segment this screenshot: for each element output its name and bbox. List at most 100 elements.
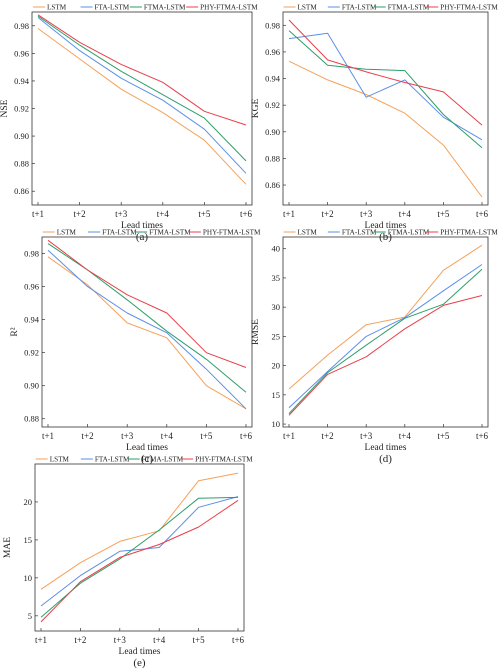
chart-panel-0: LSTM FTA-LSTM FTMA-LSTM PHY-FTMA-LSTM 0.86 0.… <box>0 4 258 244</box>
x-tick-label: t+5 <box>200 431 213 441</box>
x-tick-label: t+1 <box>42 431 54 441</box>
series-line-phy-ftma-lstm <box>47 239 247 368</box>
y-tick-label: 35 <box>272 273 281 283</box>
x-tick-label: t+3 <box>114 635 127 645</box>
x-axis-label: Lead times <box>126 443 168 453</box>
series-line-ftma-lstm <box>47 243 247 393</box>
legend-label: LSTM <box>298 4 318 12</box>
y-tick-label: 0.90 <box>24 381 39 391</box>
series-line-phy-ftma-lstm <box>40 499 239 623</box>
legend-label: LSTM <box>298 229 318 237</box>
x-tick-label: t+1 <box>32 209 44 219</box>
y-axis-label: KGE <box>251 99 261 119</box>
y-tick-label: 0.98 <box>14 21 29 31</box>
legend-label: LSTM <box>57 229 77 237</box>
x-tick-label: t+2 <box>74 635 86 645</box>
x-tick-label: t+2 <box>82 431 94 441</box>
y-tick-label: 0.94 <box>265 74 281 84</box>
x-tick-label: t+1 <box>35 635 47 645</box>
x-tick-label: t+2 <box>322 209 334 219</box>
x-tick-label: t+4 <box>161 431 174 441</box>
x-tick-label: t+5 <box>437 431 450 441</box>
y-tick-label: 40 <box>272 244 281 254</box>
series-line-lstm <box>47 256 247 410</box>
x-tick-label: t+6 <box>232 635 245 645</box>
x-tick-label: t+6 <box>476 209 489 219</box>
legend-label: PHY-FTMA-LSTM <box>440 229 498 237</box>
y-tick-label: 0.88 <box>265 153 280 163</box>
legend-label: FTMA-LSTM <box>149 229 191 237</box>
y-tick-label: 20 <box>24 497 33 507</box>
plot-frame <box>282 11 489 206</box>
x-tick-label: t+6 <box>240 431 253 441</box>
x-tick-label: t+2 <box>74 209 86 219</box>
panel-label: (e) <box>133 657 146 669</box>
y-axis-label: RMSE <box>251 319 261 345</box>
x-tick-label: t+4 <box>153 635 166 645</box>
y-tick-label: 0.92 <box>14 104 29 114</box>
legend-label: LSTM <box>50 456 70 464</box>
chart-panel-3: LSTM FTA-LSTM FTMA-LSTM PHY-FTMA-LSTM 10 15 20… <box>251 229 498 466</box>
series-line-fta-lstm <box>288 32 483 141</box>
x-tick-label: t+3 <box>115 209 128 219</box>
series-line-lstm <box>288 244 483 390</box>
legend-label: PHY-FTMA-LSTM <box>195 456 253 464</box>
x-tick-label: t+4 <box>157 209 170 219</box>
legend-label: FTA-LSTM <box>95 4 130 12</box>
legend-label: PHY-FTMA-LSTM <box>440 4 498 12</box>
legend-label: FTMA-LSTM <box>388 4 430 12</box>
y-tick-label: 25 <box>272 331 281 341</box>
y-tick-label: 10 <box>272 419 281 429</box>
legend-label: LSTM <box>47 4 67 12</box>
series-line-lstm <box>40 472 239 590</box>
plot-frame <box>34 463 245 632</box>
y-tick-label: 0.96 <box>265 47 280 57</box>
x-tick-label: t+4 <box>399 209 412 219</box>
legend-label: PHY-FTMA-LSTM <box>200 4 258 12</box>
series-line-fta-lstm <box>47 249 247 410</box>
series-line-ftma-lstm <box>40 496 239 618</box>
x-tick-label: t+3 <box>360 431 373 441</box>
y-axis-label: NSE <box>0 99 10 117</box>
series-line-lstm <box>37 28 247 185</box>
y-tick-label: 0.94 <box>14 76 30 86</box>
x-tick-label: t+4 <box>399 431 412 441</box>
panel-label: (d) <box>379 453 392 465</box>
series-line-lstm <box>288 60 483 198</box>
x-axis-label: Lead times <box>365 443 407 453</box>
series-line-ftma-lstm <box>37 15 247 162</box>
legend-label: PHY-FTMA-LSTM <box>203 229 261 237</box>
legend-label: FTA-LSTM <box>342 4 377 12</box>
x-tick-label: t+6 <box>240 209 253 219</box>
x-axis-label: Lead times <box>121 221 163 231</box>
x-tick-label: t+3 <box>121 431 134 441</box>
series-line-fta-lstm <box>40 496 239 607</box>
x-tick-label: t+5 <box>437 209 450 219</box>
chart-panel-1: LSTM FTA-LSTM FTMA-LSTM PHY-FTMA-LSTM 0.86 0.… <box>251 4 498 244</box>
series-line-phy-ftma-lstm <box>37 14 247 126</box>
y-tick-label: 0.94 <box>24 315 40 325</box>
plot-frame <box>31 11 253 206</box>
x-tick-label: t+1 <box>283 209 295 219</box>
x-tick-label: t+6 <box>476 431 489 441</box>
y-tick-label: 10 <box>24 573 33 583</box>
y-tick-label: 0.92 <box>265 100 280 110</box>
y-axis-label: MAE <box>3 537 13 558</box>
series-line-fta-lstm <box>37 17 247 174</box>
x-tick-label: t+5 <box>198 209 211 219</box>
y-tick-label: 0.88 <box>14 159 29 169</box>
y-tick-label: 15 <box>24 535 33 545</box>
y-tick-label: 0.88 <box>24 414 39 424</box>
panel-label: (c) <box>141 453 154 465</box>
y-tick-label: 20 <box>272 361 281 371</box>
plot-frame <box>41 236 253 428</box>
y-tick-label: 0.96 <box>14 48 29 58</box>
y-axis-label: R² <box>10 327 20 336</box>
legend-label: FTA-LSTM <box>102 229 137 237</box>
y-tick-label: 0.92 <box>24 348 39 358</box>
legend-label: FTMA-LSTM <box>144 4 186 12</box>
x-axis-label: Lead times <box>365 221 407 231</box>
y-tick-label: 0.86 <box>14 186 29 196</box>
legend-label: FTMA-LSTM <box>388 229 430 237</box>
